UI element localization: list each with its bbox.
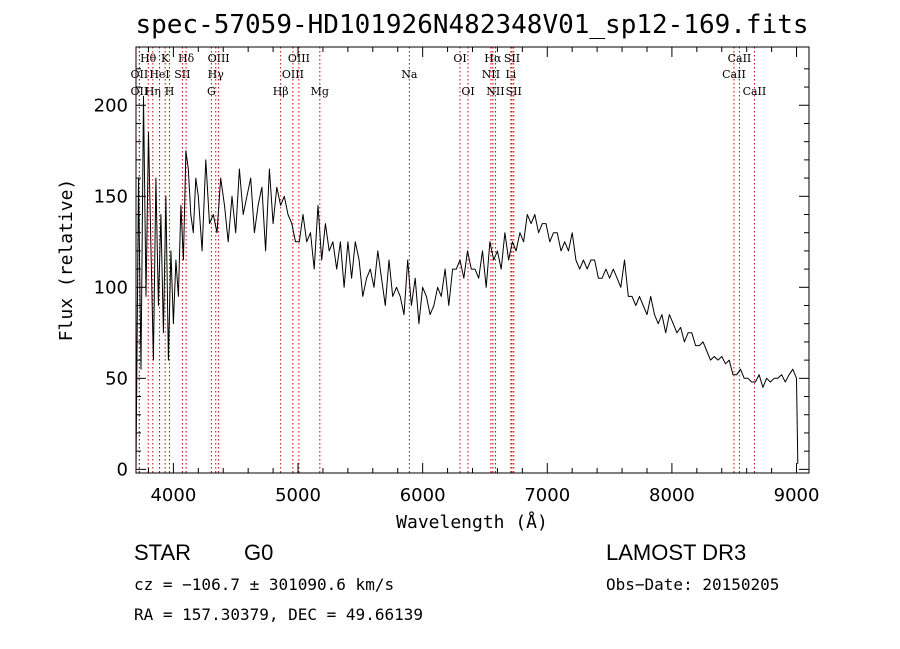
object-type: STAR bbox=[134, 540, 191, 565]
spectral-line-label: CaII bbox=[722, 68, 746, 81]
y-tick-label: 200 bbox=[94, 95, 128, 116]
x-tick-label: 6000 bbox=[400, 485, 446, 506]
x-tick-label: 5000 bbox=[275, 485, 321, 506]
spectral-line-label: NII bbox=[482, 68, 500, 81]
spectral-line-label: SII bbox=[174, 68, 190, 81]
spectral-line-label: OII bbox=[131, 68, 149, 81]
spectral-line-label: Hη bbox=[145, 85, 161, 98]
spectrum-series bbox=[135, 95, 799, 470]
spectral-line-label: H bbox=[165, 85, 175, 98]
y-axis-ticks: 0 50 100 150 200 bbox=[94, 68, 809, 480]
redshift-cz: cz = −106.7 ± 301090.6 km/s bbox=[134, 575, 394, 594]
spectral-line-label: SII bbox=[504, 52, 520, 65]
chart-title: spec-57059-HD101926N482348V01_sp12-169.f… bbox=[135, 10, 808, 40]
spectral-line-label: OI bbox=[461, 85, 474, 98]
spectral-line-label: Hθ bbox=[140, 52, 157, 65]
spectral-line-label: CaII bbox=[743, 85, 767, 98]
x-tick-label: 8000 bbox=[649, 485, 695, 506]
spectral-line-label: Hγ bbox=[208, 68, 225, 81]
x-tick-label: 7000 bbox=[524, 485, 570, 506]
spectral-line-label: OII bbox=[131, 85, 149, 98]
survey-name: LAMOST DR3 bbox=[606, 540, 746, 565]
x-tick-label: 4000 bbox=[150, 485, 196, 506]
spectral-line-markers bbox=[138, 47, 755, 473]
spectral-line-label: K bbox=[161, 52, 170, 65]
spectral-line-label: OIII bbox=[288, 52, 310, 65]
spectral-line-label: Hα bbox=[484, 52, 502, 65]
plot-frame bbox=[135, 46, 810, 474]
spectral-line-label: CaII bbox=[728, 52, 752, 65]
y-axis-label: Flux (relative) bbox=[56, 179, 77, 342]
spectral-line-label: Li bbox=[505, 68, 516, 81]
spectral-line-label: OI bbox=[453, 52, 466, 65]
x-axis-ticks: 4000 5000 6000 7000 8000 9000 bbox=[147, 47, 820, 506]
spectral-line-label: SII bbox=[506, 85, 522, 98]
coordinates: RA = 157.30379, DEC = 49.66139 bbox=[134, 605, 423, 624]
spectral-line-label: OIII bbox=[282, 68, 304, 81]
spectral-line-label: G bbox=[207, 85, 216, 98]
spectral-line-label: Hδ bbox=[178, 52, 195, 65]
y-tick-label: 100 bbox=[94, 277, 128, 298]
y-tick-label: 50 bbox=[105, 368, 128, 389]
object-subclass: G0 bbox=[244, 540, 273, 565]
x-tick-label: 9000 bbox=[774, 485, 820, 506]
spectral-line-label: HeI bbox=[149, 68, 169, 81]
spectral-line-label: NII bbox=[486, 85, 504, 98]
x-axis-label: Wavelength (Å) bbox=[396, 511, 548, 533]
spectral-line-label: OIII bbox=[208, 52, 230, 65]
spectral-line-label: Hβ bbox=[273, 85, 289, 98]
y-tick-label: 150 bbox=[94, 186, 128, 207]
observation-date: Obs−Date: 20150205 bbox=[606, 575, 779, 594]
y-tick-label: 0 bbox=[117, 459, 128, 480]
spectral-line-label: Mg bbox=[311, 85, 329, 98]
spectral-line-label: Na bbox=[401, 68, 418, 81]
spectrum-line bbox=[135, 95, 799, 470]
